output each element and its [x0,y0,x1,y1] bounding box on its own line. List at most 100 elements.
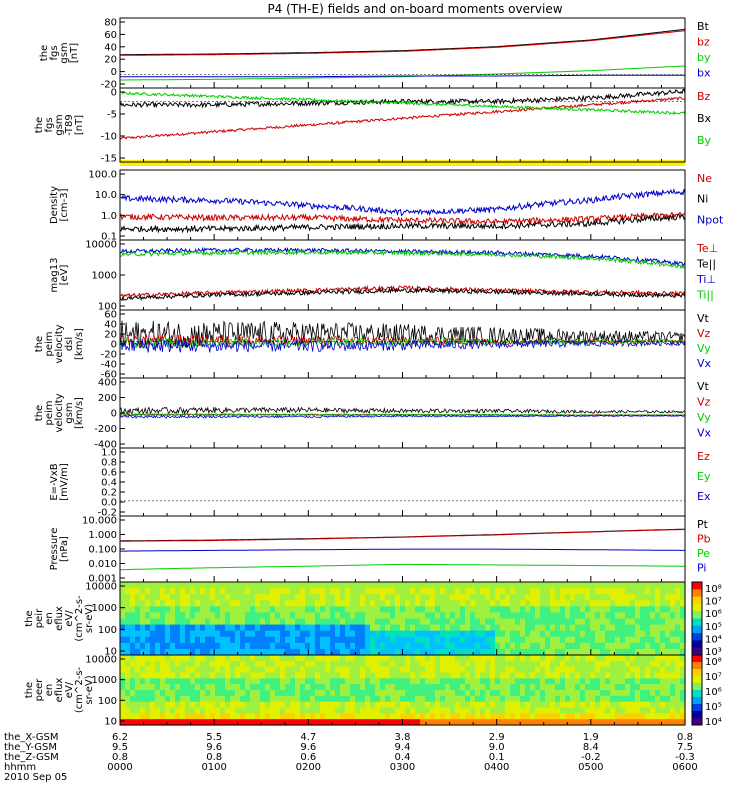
heatmap-cell [345,624,351,632]
heatmap-cell [295,642,301,650]
heatmap-cell [130,636,136,644]
heatmap-cell [255,672,261,679]
heatmap-cell [500,672,506,679]
heatmap-cell [135,618,141,626]
heatmap-cell [315,684,321,691]
heatmap-cell [370,695,376,703]
heatmap-cell [340,719,346,726]
y-tick-label: 40 [104,42,117,53]
heatmap-cell [210,624,216,632]
heatmap-cell [460,655,466,662]
heatmap-cell [560,690,566,697]
series-fgs_dsl-2 [119,91,686,116]
heatmap-cell [425,636,431,644]
heatmap-cell [205,690,211,697]
heatmap-cell [325,594,331,601]
heatmap-cell [170,690,176,697]
heatmap-cell [270,600,276,607]
colorbar-segment [692,625,702,634]
heatmap-cell [430,618,436,626]
heatmap-cell [540,636,546,644]
heatmap-cell [410,713,416,720]
heatmap-cell [675,678,681,685]
heatmap-cell [475,695,481,703]
heatmap-cell [210,594,216,601]
heatmap-cell [175,707,181,714]
heatmap-cell [285,666,291,674]
heatmap-cell [140,678,146,685]
heatmap-cell [190,707,196,714]
heatmap-cell [255,713,261,720]
heatmap-cell [295,666,301,674]
heatmap-cell [410,630,416,638]
heatmap-cell [310,672,316,679]
heatmap-cell [390,612,396,620]
heatmap-cell [680,630,686,638]
heatmap-cell [125,600,131,607]
heatmap-cell [330,660,336,668]
heatmap-cell [120,648,126,656]
heatmap-cell [385,684,391,691]
heatmap-cell [120,701,126,709]
heatmap-cell [205,612,211,620]
heatmap-cell [650,636,656,644]
heatmap-cell [335,701,341,709]
heatmap-cell [550,660,556,668]
heatmap-cell [545,672,551,679]
heatmap-cell [430,678,436,685]
heatmap-cell [520,648,526,656]
heatmap-cell [235,695,241,703]
heatmap-cell [420,588,426,595]
heatmap-cell [435,684,441,691]
heatmap-cell [530,655,536,662]
heatmap-cell [580,655,586,662]
heatmap-cell [360,606,366,614]
heatmap-cell [405,630,411,638]
heatmap-cell [460,719,466,726]
heatmap-cell [175,642,181,650]
heatmap-cell [305,719,311,726]
heatmap-cell [155,612,161,620]
heatmap-cell [650,624,656,632]
heatmap-cell [505,600,511,607]
heatmap-cell [380,672,386,679]
heatmap-cell [250,642,256,650]
heatmap-cell [255,630,261,638]
heatmap-cell [335,690,341,697]
footer-row-label: hhmm [4,762,36,773]
heatmap-cell [490,660,496,668]
footer-value: 0.4 [395,752,411,763]
heatmap-cell [445,672,451,679]
heatmap-cell [225,630,231,638]
heatmap-cell [170,606,176,614]
heatmap-cell [250,630,256,638]
heatmap-cell [305,672,311,679]
heatmap-cell [150,678,156,685]
heatmap-cell [530,642,536,650]
heatmap-cell [500,630,506,638]
heatmap-cell [530,582,536,589]
heatmap-cell [655,582,661,589]
heatmap-cell [380,719,386,726]
heatmap-cell [270,672,276,679]
heatmap-cell [275,655,281,662]
heatmap-cell [450,606,456,614]
heatmap-cell [260,636,266,644]
heatmap-cell [155,582,161,589]
heatmap-cell [585,594,591,601]
heatmap-cell [215,648,221,656]
heatmap-cell [640,684,646,691]
heatmap-cell [390,594,396,601]
heatmap-cell [280,636,286,644]
heatmap-cell [265,600,271,607]
heatmap-cell [570,672,576,679]
heatmap-cell [290,642,296,650]
heatmap-cell [545,648,551,656]
heatmap-cell [320,666,326,674]
heatmap-cell [295,600,301,607]
heatmap-cell [565,690,571,697]
heatmap-cell [480,672,486,679]
heatmap-cell [295,707,301,714]
heatmap-cell [180,672,186,679]
heatmap-cell [600,588,606,595]
